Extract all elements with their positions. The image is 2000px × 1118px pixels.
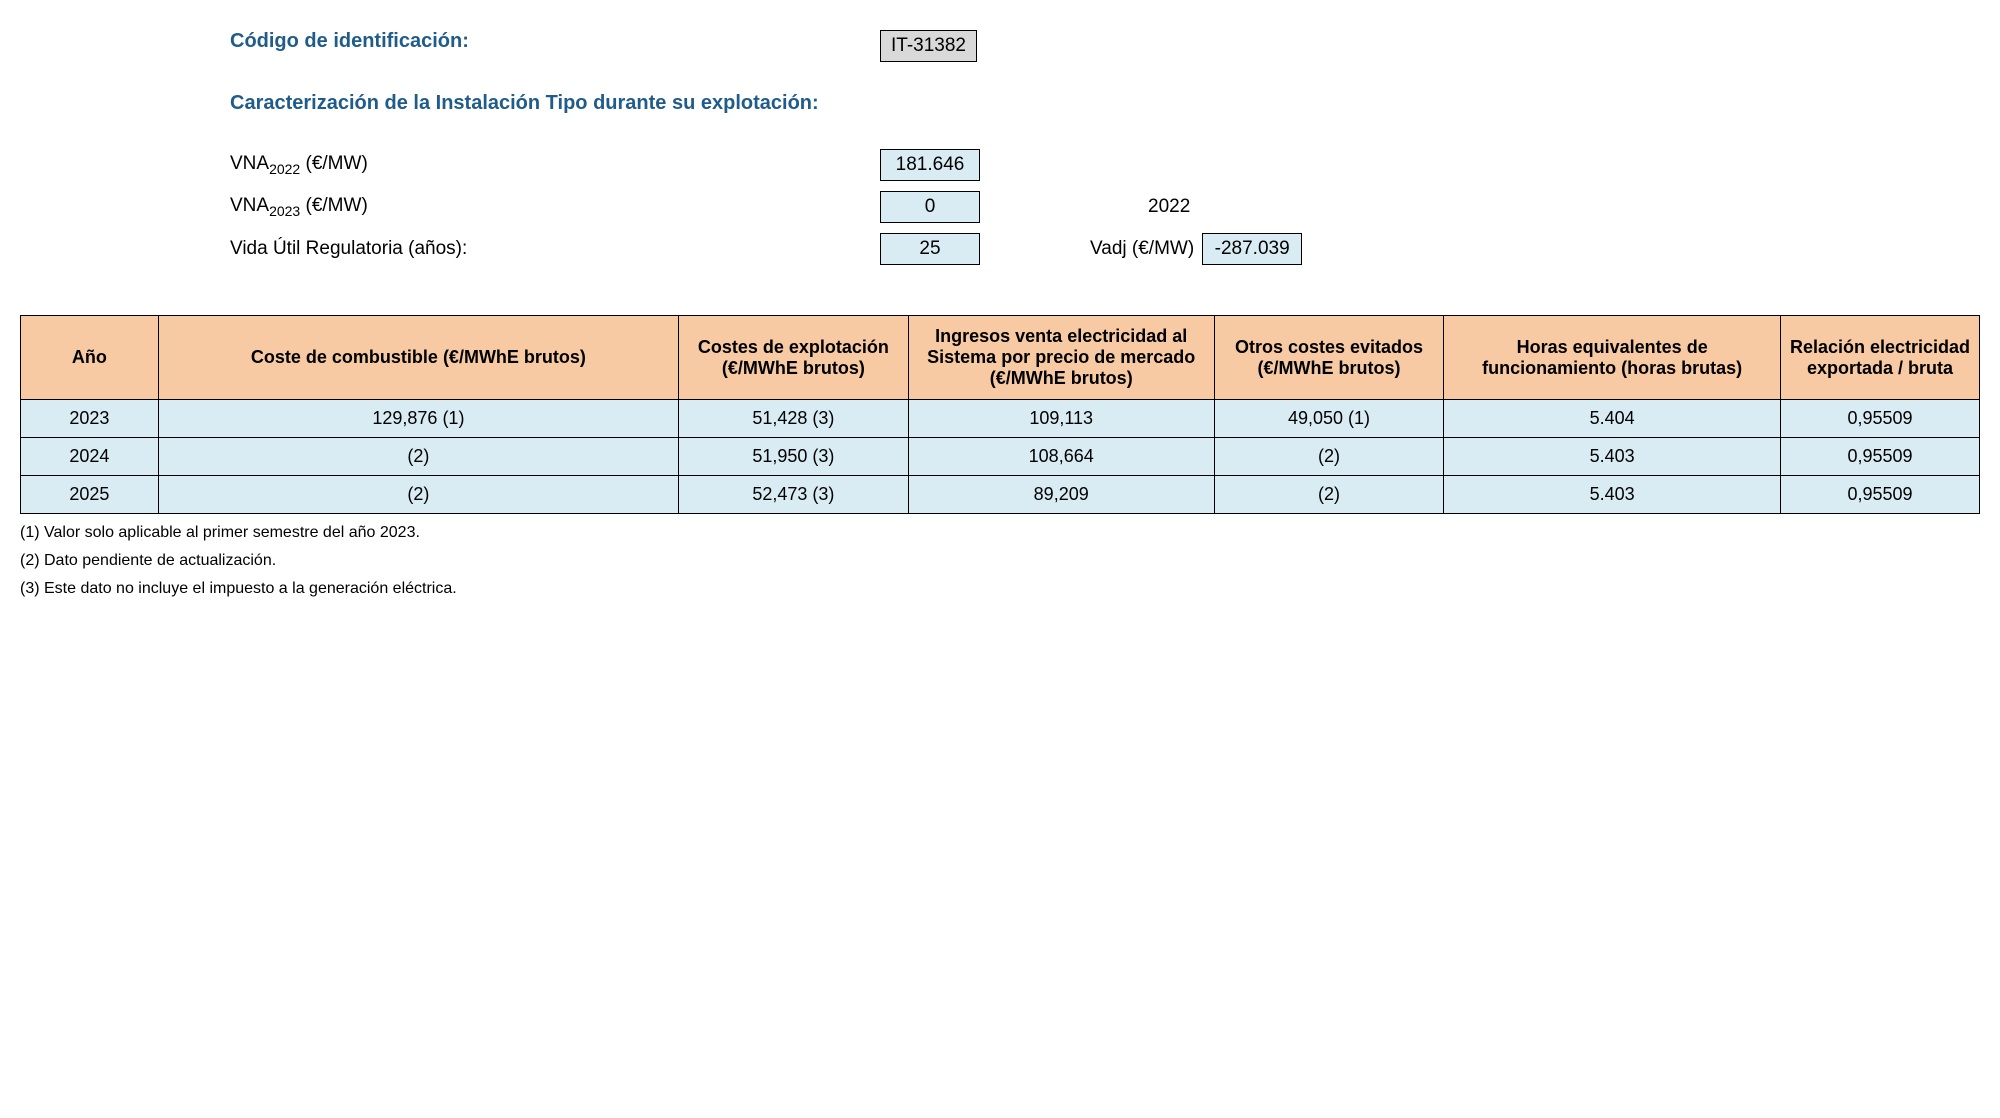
- vadj-block: Vadj (€/MW) -287.039: [1090, 233, 1302, 265]
- vna2022-suffix: (€/MW): [300, 153, 368, 174]
- cell: (2): [158, 476, 678, 514]
- vna2023-value: 0: [880, 191, 980, 223]
- cell: (2): [158, 438, 678, 476]
- cell: 5.403: [1444, 438, 1781, 476]
- vna2023-suffix: (€/MW): [300, 195, 368, 216]
- cell: 89,209: [908, 476, 1214, 514]
- th-ano: Año: [21, 316, 159, 400]
- table-row: 2023 129,876 (1) 51,428 (3) 109,113 49,0…: [21, 400, 1980, 438]
- param-vna2023: VNA2023 (€/MW) 0 2022: [230, 191, 1980, 223]
- table-body: 2023 129,876 (1) 51,428 (3) 109,113 49,0…: [21, 400, 1980, 514]
- table-head: Año Coste de combustible (€/MWhE brutos)…: [21, 316, 1980, 400]
- footnote-3: (3) Este dato no incluye el impuesto a l…: [20, 580, 1980, 598]
- vna2022-sub: 2022: [269, 161, 300, 177]
- footnote-2: (2) Dato pendiente de actualización.: [20, 552, 1980, 570]
- cell: 0,95509: [1781, 476, 1980, 514]
- vna2022-value: 181.646: [880, 149, 980, 181]
- cell: 5.403: [1444, 476, 1781, 514]
- cell: (2): [1214, 438, 1444, 476]
- vadj-label: Vadj (€/MW): [1090, 238, 1194, 260]
- cell: 108,664: [908, 438, 1214, 476]
- id-label: Código de identificación:: [230, 30, 880, 53]
- vadj-value: -287.039: [1202, 233, 1302, 265]
- th-combustible: Coste de combustible (€/MWhE brutos): [158, 316, 678, 400]
- cell: 52,473 (3): [679, 476, 909, 514]
- data-table: Año Coste de combustible (€/MWhE brutos)…: [20, 315, 1980, 514]
- vna2022-prefix: VNA: [230, 153, 269, 174]
- cell: 2024: [21, 438, 159, 476]
- th-explotacion: Costes de explotación (€/MWhE brutos): [679, 316, 909, 400]
- cell: 0,95509: [1781, 400, 1980, 438]
- cell: 51,950 (3): [679, 438, 909, 476]
- th-otros: Otros costes evitados (€/MWhE brutos): [1214, 316, 1444, 400]
- cell: 51,428 (3): [679, 400, 909, 438]
- vida-util-label: Vida Útil Regulatoria (años):: [230, 238, 880, 260]
- cell: 49,050 (1): [1214, 400, 1444, 438]
- vna2023-label: VNA2023 (€/MW): [230, 195, 880, 219]
- table-row: 2024 (2) 51,950 (3) 108,664 (2) 5.403 0,…: [21, 438, 1980, 476]
- th-horas: Horas equivalentes de funcionamiento (ho…: [1444, 316, 1781, 400]
- cell: 109,113: [908, 400, 1214, 438]
- vna2023-extra-year: 2022: [1148, 196, 1190, 218]
- footnotes: (1) Valor solo aplicable al primer semes…: [20, 524, 1980, 598]
- th-ingresos: Ingresos venta electricidad al Sistema p…: [908, 316, 1214, 400]
- th-relacion: Relación electricidad exportada / bruta: [1781, 316, 1980, 400]
- cell: 0,95509: [1781, 438, 1980, 476]
- cell: 2025: [21, 476, 159, 514]
- param-vna2022: VNA2022 (€/MW) 181.646: [230, 149, 1980, 181]
- vida-util-value: 25: [880, 233, 980, 265]
- footnote-1: (1) Valor solo aplicable al primer semes…: [20, 524, 1980, 542]
- header-block: Código de identificación: IT-31382 Carac…: [230, 30, 1980, 265]
- cell: 2023: [21, 400, 159, 438]
- cell: 129,876 (1): [158, 400, 678, 438]
- id-value-box: IT-31382: [880, 30, 977, 62]
- vna2023-prefix: VNA: [230, 195, 269, 216]
- vna2023-sub: 2023: [269, 203, 300, 219]
- section-title: Caracterización de la Instalación Tipo d…: [230, 92, 1980, 115]
- param-vida-util: Vida Útil Regulatoria (años): 25 Vadj (€…: [230, 233, 1980, 265]
- id-row: Código de identificación: IT-31382: [230, 30, 1980, 62]
- vna2022-label: VNA2022 (€/MW): [230, 153, 880, 177]
- table-row: 2025 (2) 52,473 (3) 89,209 (2) 5.403 0,9…: [21, 476, 1980, 514]
- cell: (2): [1214, 476, 1444, 514]
- table-header-row: Año Coste de combustible (€/MWhE brutos)…: [21, 316, 1980, 400]
- cell: 5.404: [1444, 400, 1781, 438]
